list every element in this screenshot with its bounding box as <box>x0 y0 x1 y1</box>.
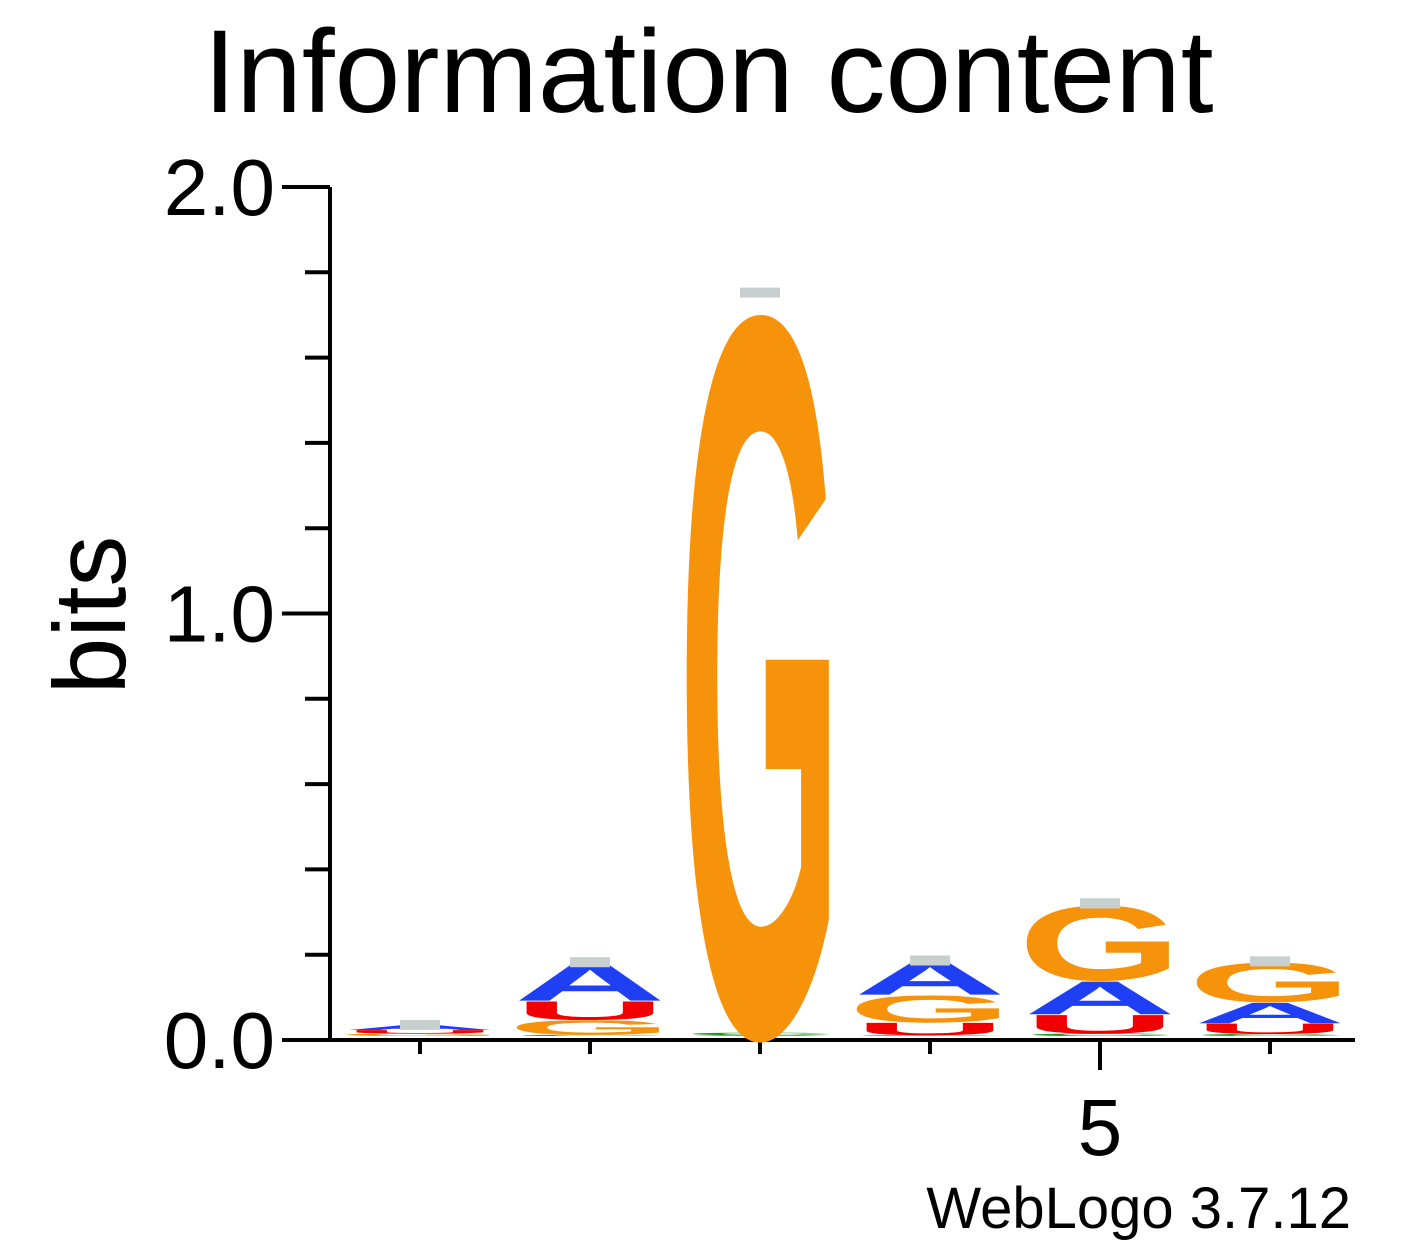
error-bar <box>910 956 950 966</box>
error-bar <box>400 1020 440 1030</box>
y-axis-label: bits <box>33 536 147 695</box>
weblogo-credit: WebLogo 3.7.12 <box>926 1175 1351 1242</box>
error-bar <box>1080 898 1120 908</box>
x-tick-label: 5 <box>1078 1083 1123 1172</box>
error-bar <box>570 957 610 967</box>
logo-letter-G: G <box>678 103 842 1249</box>
y-tick-label: 1.0 <box>164 570 275 659</box>
y-tick-label: 2.0 <box>164 143 275 232</box>
error-bar <box>740 288 780 298</box>
error-bar <box>1250 956 1290 966</box>
chart-title: Information content <box>0 8 1417 138</box>
y-tick-label: 0.0 <box>164 996 275 1085</box>
